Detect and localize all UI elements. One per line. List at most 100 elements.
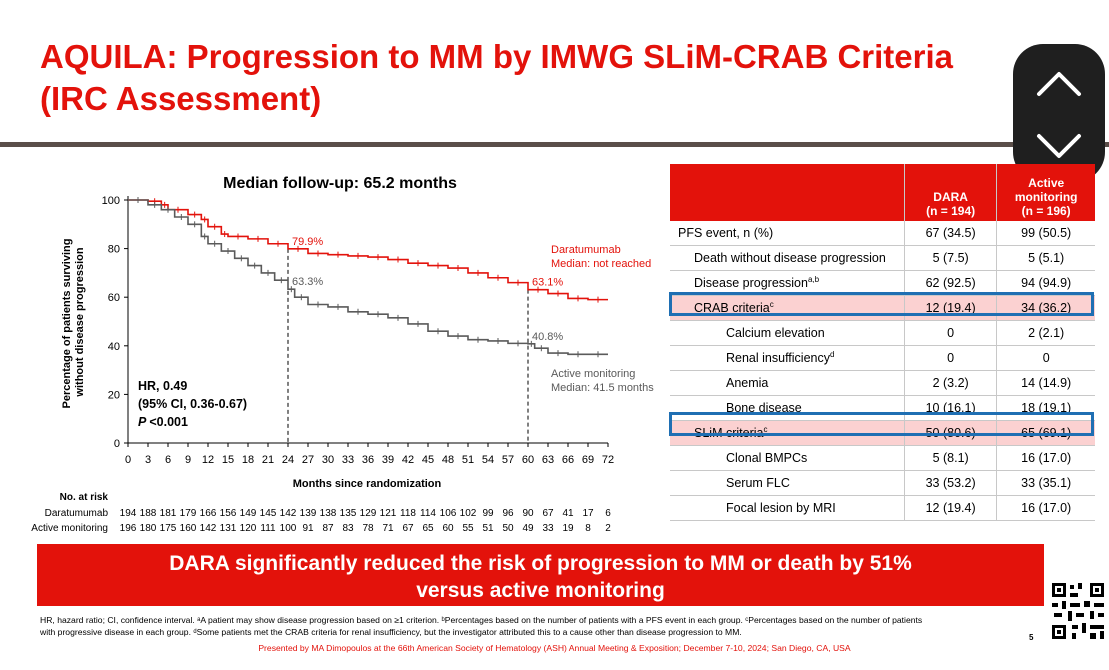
risk-value: 87 <box>322 523 334 534</box>
table-body: PFS event, n (%) 67 (34.5) 99 (50.5) Death … <box>670 221 1095 521</box>
hr-ci: (95% CI, 0.36-0.67) <box>138 397 247 411</box>
annotation-label: 63.1% <box>532 277 563 289</box>
chevron-down-icon <box>1037 134 1081 158</box>
risk-value: 99 <box>482 508 494 519</box>
series-label-dara-median: Median: not reached <box>551 258 651 270</box>
risk-value: 196 <box>120 523 137 534</box>
next-slide-button[interactable] <box>1013 116 1105 176</box>
x-tick-label: 42 <box>402 454 414 466</box>
x-tick-label: 21 <box>262 454 274 466</box>
series-label-am: Active monitoring Median: 41.5 months <box>551 368 654 394</box>
row-label-text: Calcium elevation <box>726 326 825 340</box>
row-label: Serum FLC <box>670 470 905 496</box>
cell-active-monitoring: 94 (94.9) <box>996 270 1095 296</box>
row-label-footnote-marker: a,b <box>807 275 820 285</box>
previous-slide-button[interactable] <box>1013 56 1105 116</box>
risk-table: Daratumumab 194 188 181 179 166 156 149 145 142 13… <box>31 508 611 534</box>
risk-value: 149 <box>240 508 257 519</box>
risk-value: 156 <box>220 508 237 519</box>
y-tick-label: 40 <box>108 341 120 353</box>
x-tick-label: 39 <box>382 454 394 466</box>
cell-dara: 67 (34.5) <box>903 221 997 246</box>
cell-dara: 62 (92.5) <box>903 270 997 296</box>
y-tick-label: 80 <box>108 244 120 256</box>
chevron-up-icon <box>1037 72 1081 96</box>
table-row: Clonal BMPCs 5 (8.1) 16 (17.0) <box>670 445 1095 471</box>
slide-title-line2: (IRC Assessment) <box>40 80 322 117</box>
risk-value: 106 <box>440 508 457 519</box>
x-tick-label: 54 <box>482 454 494 466</box>
chart-title: Median follow-up: 65.2 months <box>223 175 457 192</box>
risk-value: 41 <box>562 508 574 519</box>
row-label-text: CRAB criteria <box>694 301 770 316</box>
cell-active-monitoring: 33 (35.1) <box>996 470 1095 496</box>
presented-by: Presented by MA Dimopoulos at the 66th A… <box>258 643 851 653</box>
cell-active-monitoring: 65 (69.1) <box>996 420 1095 446</box>
row-label-text: Focal lesion by MRI <box>726 501 836 515</box>
slide-navigation <box>1013 44 1105 182</box>
x-tick-label: 9 <box>185 454 191 466</box>
qr-code-icon[interactable] <box>1050 581 1106 641</box>
risk-value: 51 <box>482 523 494 534</box>
risk-value: 131 <box>220 523 237 534</box>
x-tick-label: 3 <box>145 454 151 466</box>
risk-value: 114 <box>420 508 436 519</box>
row-label: CRAB criteriac <box>670 295 905 321</box>
x-tick-label: 30 <box>322 454 334 466</box>
risk-value: 91 <box>302 523 314 534</box>
risk-value: 188 <box>140 508 157 519</box>
cell-active-monitoring: 34 (36.2) <box>996 295 1095 321</box>
risk-value: 138 <box>320 508 337 519</box>
risk-value: 118 <box>400 508 416 519</box>
risk-value: 180 <box>140 523 157 534</box>
risk-value: 55 <box>462 523 474 534</box>
outcome-table: DARA (n = 194) Active monitoring (n = 19… <box>670 164 1095 521</box>
table-row: Death without disease progression 5 (7.5)… <box>670 245 1095 271</box>
x-tick-label: 48 <box>442 454 454 466</box>
risk-value: 90 <box>522 508 534 519</box>
row-label: Death without disease progression <box>670 245 905 271</box>
x-tick-label: 69 <box>582 454 594 466</box>
x-tick-label: 15 <box>222 454 234 466</box>
cell-dara: 12 (19.4) <box>903 495 997 521</box>
x-tick-label: 33 <box>342 454 354 466</box>
risk-value: 19 <box>562 523 574 534</box>
chart-series <box>128 197 608 358</box>
y-tick-label: 20 <box>108 389 120 401</box>
y-tick-label: 100 <box>102 195 120 207</box>
header-dara-name: DARA <box>933 190 968 204</box>
row-label-text: Bone disease <box>726 401 802 415</box>
cell-active-monitoring: 16 (17.0) <box>996 445 1095 471</box>
cell-dara: 0 <box>903 320 997 346</box>
p-value-line: P <0.001 <box>138 415 188 429</box>
cell-dara: 5 (7.5) <box>903 245 997 271</box>
row-label-text: Death without disease progression <box>694 251 886 265</box>
cell-dara: 2 (3.2) <box>903 370 997 396</box>
x-tick-label: 36 <box>362 454 374 466</box>
row-label: Renal insufficiencyd <box>670 345 905 371</box>
x-tick-label: 27 <box>302 454 314 466</box>
risk-value: 142 <box>200 523 217 534</box>
y-tick-label: 60 <box>108 292 120 304</box>
row-label-text: Renal insufficiency <box>726 351 830 366</box>
risk-row-label: Active monitoring <box>31 523 108 534</box>
footnotes: HR, hazard ratio; CI, confidence interva… <box>40 614 1025 638</box>
annotation-label: 79.9% <box>292 236 323 248</box>
table-header-dara: DARA (n = 194) <box>903 164 997 221</box>
key-finding-banner: DARA significantly reduced the risk of p… <box>37 544 1044 606</box>
table-row: Serum FLC 33 (53.2) 33 (35.1) <box>670 470 1095 496</box>
risk-value: 179 <box>180 508 197 519</box>
banner-line1: DARA significantly reduced the risk of p… <box>169 552 912 575</box>
p-label: P <box>138 415 147 429</box>
annotation-label: 63.3% <box>292 276 323 288</box>
risk-value: 166 <box>200 508 217 519</box>
risk-value: 71 <box>382 523 394 534</box>
annotation-label: 40.8% <box>532 331 563 343</box>
row-label: Focal lesion by MRI <box>670 495 905 521</box>
slide-title-line1: AQUILA: Progression to MM by IMWG SLiM-C… <box>40 38 954 75</box>
risk-value: 6 <box>605 508 611 519</box>
cell-dara: 5 (8.1) <box>903 445 997 471</box>
header-am-name2: monitoring <box>1014 190 1078 204</box>
cell-active-monitoring: 99 (50.5) <box>996 221 1095 246</box>
